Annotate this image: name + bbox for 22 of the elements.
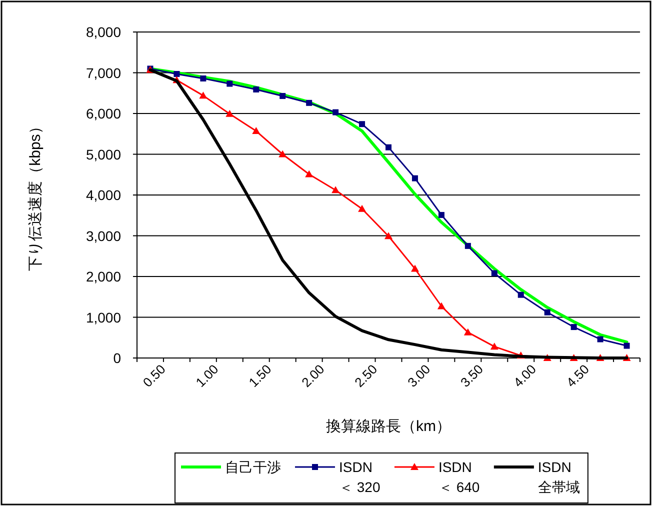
y-tick-label: 3,000 [86,228,122,244]
legend-label: ISDN ＜ 640 [438,459,480,495]
x-tick-label: 1.50 [246,362,274,390]
y-tick-label: 0 [113,350,122,366]
y-tick-label: 4,000 [86,187,122,203]
x-tick-label: 1.00 [192,362,222,390]
y-tick-label: 5,000 [86,146,122,162]
x-tick-label: 3.00 [404,362,434,390]
x-tick-label: 4.50 [563,362,592,390]
x-axis-title: 換算線路長（km） [326,418,451,435]
y-tick-label: 6,000 [86,106,122,122]
y-tick-label: 7,000 [86,64,122,81]
y-tick-label: 8,000 [86,24,122,40]
y-tick-label: 2,000 [86,268,122,284]
legend-label: ISDN ＜ 320 [339,459,380,495]
x-tick-label: 4.00 [510,362,539,390]
y-tick-label: 1,000 [86,309,122,326]
legend-label: 自己干渉 [225,459,281,475]
x-tick-label: 0.50 [140,362,168,390]
x-tick-label: 3.50 [458,362,486,390]
y-axis-title: 下り伝送速度（kbps） [27,119,44,271]
legend-label: ISDN 全帯域 [538,459,580,495]
